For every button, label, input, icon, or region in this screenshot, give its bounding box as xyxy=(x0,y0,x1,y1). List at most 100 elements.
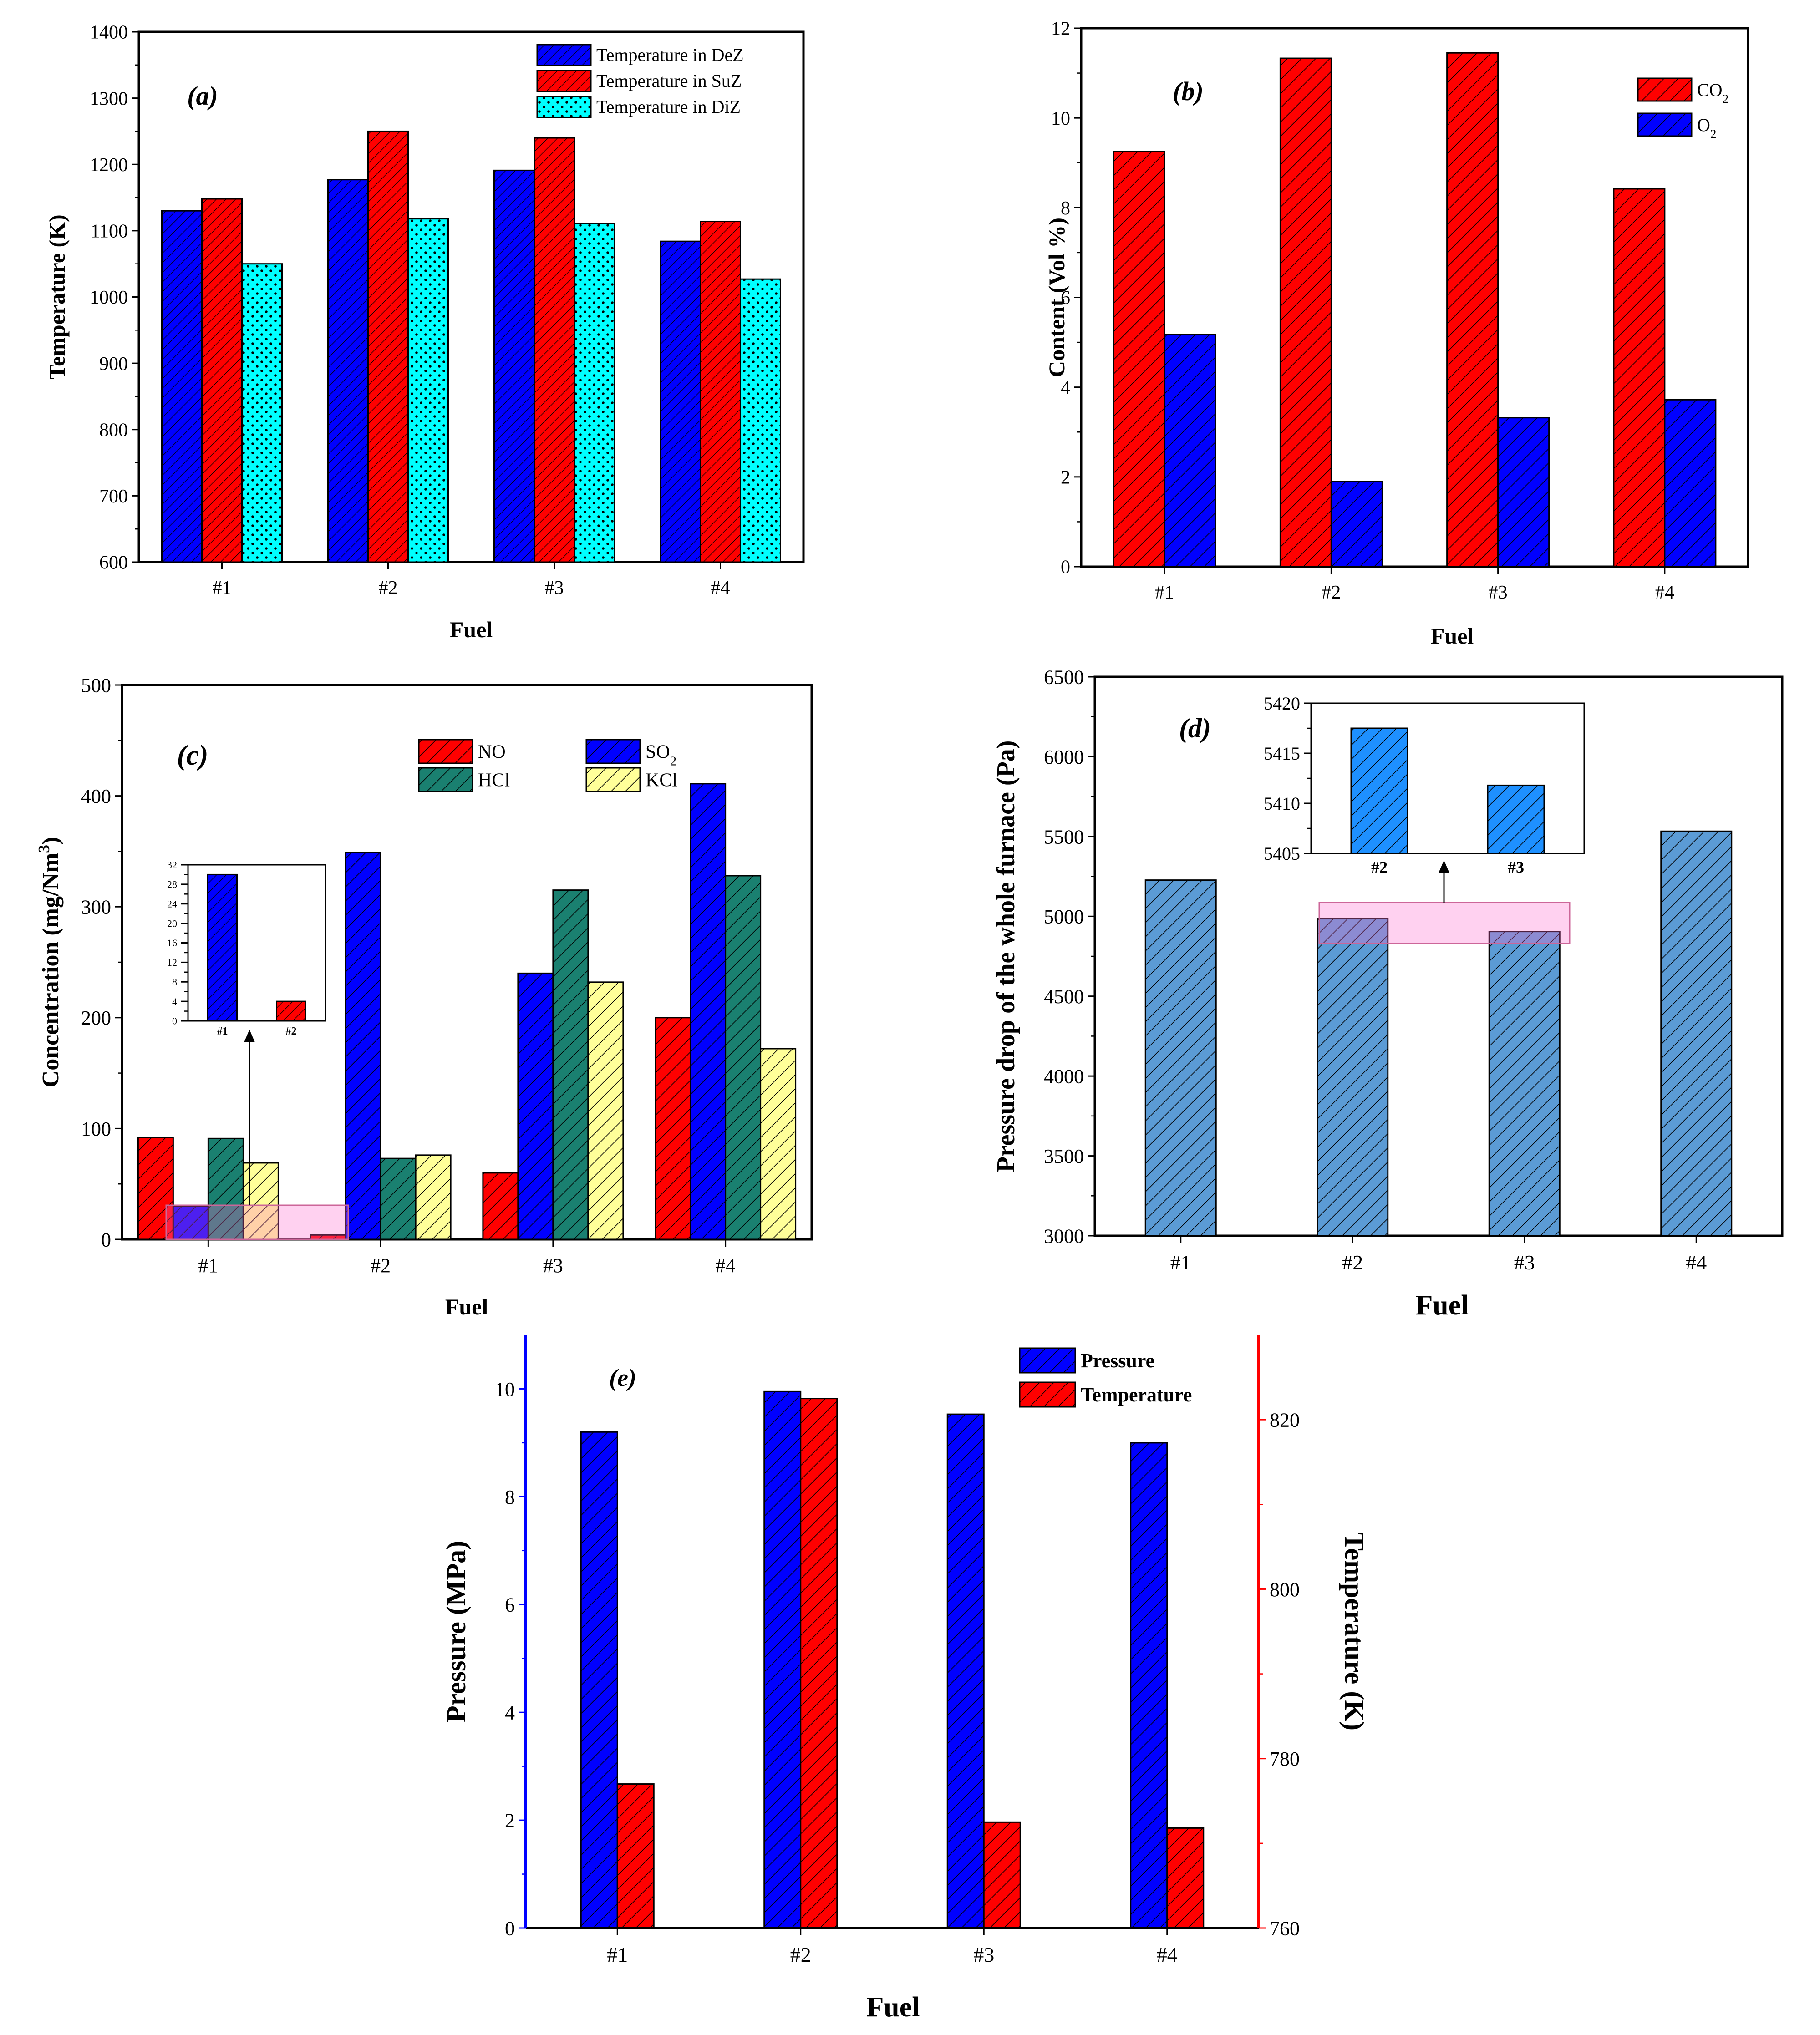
panel-a-bar-s2-c3 xyxy=(740,278,781,563)
panel-c-bar-s0-c0 xyxy=(137,1137,174,1240)
panel-a-xlabel: Fuel xyxy=(450,617,493,642)
panel-a-ytick-label-7: 1300 xyxy=(90,88,128,109)
panel-a-legend-label-2: Temperature in DiZ xyxy=(596,96,741,117)
panel-a-bar-s2-c1-hatch xyxy=(407,218,449,563)
panel-b-ytick-label-4: 8 xyxy=(1061,198,1070,219)
panel-b-legend-label-1: O2 xyxy=(1697,115,1716,141)
panel-a-bar-s0-c1-hatch xyxy=(327,179,369,563)
panel-c-bar-s3-c2-hatch xyxy=(587,981,624,1240)
panel-e-right-ytick-label-1: 780 xyxy=(1270,1748,1300,1770)
panel-d-bar-s0-c3-hatch xyxy=(1660,830,1733,1237)
panel-e-legend: Pressure Temperature xyxy=(1019,1347,1192,1408)
panel-b-ytick-label-3: 6 xyxy=(1061,288,1070,309)
panel-a-legend-swatch-0 xyxy=(536,44,592,66)
panel-d-xtick-label-1: #2 xyxy=(1342,1251,1363,1274)
panel-d-xlabel: Fuel xyxy=(1415,1290,1469,1321)
panel-c-inset-bar-1-hatch xyxy=(276,1000,306,1022)
panel-e-bar-s1-c2-hatch xyxy=(983,1821,1021,1929)
panel-b-ylabel: Content (Vol %) xyxy=(1044,218,1069,377)
panel-c-bar-s1-c2-hatch xyxy=(517,972,554,1240)
panel-a-bar-s1-c1-hatch xyxy=(367,130,409,563)
panel-d-inset-ytick-label-0: 5405 xyxy=(1264,843,1300,864)
panel-e-bar-s1-c3 xyxy=(1166,1827,1205,1929)
panel-e-ylabel-left: Pressure (MPa) xyxy=(441,1541,471,1722)
panel-a-ylabel: Temperature (K) xyxy=(44,214,70,379)
panel-c-ytick-label-0: 0 xyxy=(101,1228,111,1251)
panel-c-bar-s3-c3-hatch xyxy=(760,1048,797,1240)
panel-a-ytick-label-5: 1100 xyxy=(91,221,128,242)
panel-c-bar-s0-c2 xyxy=(482,1172,519,1240)
panel-d-highlight-box xyxy=(1318,902,1571,944)
panel-a-legend-swatch-2 xyxy=(536,96,592,118)
panel-a-bar-s1-c3 xyxy=(700,220,741,563)
panel-b-bar-s0-c0-hatch xyxy=(1113,151,1165,568)
panel-a-xtick-label-1: #2 xyxy=(379,578,398,599)
panel-d-xtick-label-2: #3 xyxy=(1514,1251,1535,1274)
panel-c-bar-s0-c3 xyxy=(655,1017,691,1240)
panel-e-ylabel-right: Temperature (K) xyxy=(1339,1533,1369,1731)
panel-a-bar-s0-c2 xyxy=(493,169,535,563)
panel-e-bar-s1-c0-hatch xyxy=(616,1783,655,1929)
panel-a-bar-s2-c2-hatch xyxy=(574,223,615,563)
panel-c-ytick-label-2: 200 xyxy=(81,1007,111,1029)
panel-d-ytick-label-6: 6000 xyxy=(1044,746,1084,768)
panel-e-left-ytick-label-3: 6 xyxy=(505,1594,515,1616)
panel-a-legend-label-0: Temperature in DeZ xyxy=(596,45,744,65)
panel-a-ytick-label-1: 700 xyxy=(99,486,128,507)
panel-d-ytick-label-5: 5500 xyxy=(1044,826,1084,848)
panel-c-ytick-label-5: 500 xyxy=(81,674,111,696)
panel-a-bar-s0-c3-hatch xyxy=(660,240,701,563)
panel-e-bar-s0-c3 xyxy=(1130,1442,1168,1929)
panel-e-bar-s1-c0 xyxy=(616,1783,655,1929)
panel-e-legend-swatch-0 xyxy=(1019,1347,1076,1374)
panel-b-ytick-label-2: 4 xyxy=(1061,377,1070,398)
panel-a-xtick-label-3: #4 xyxy=(711,578,730,599)
panel-a-legend: Temperature in DeZ Temperature in SuZ Temp… xyxy=(536,44,744,118)
panel-a: 600 700 800 900 1000 1100 1200 1300 1400 #1 #2 #3 #4… xyxy=(44,22,805,642)
panel-b-legend-swatch-0-hatch xyxy=(1637,77,1693,102)
panel-a-bar-s1-c0 xyxy=(201,198,243,563)
panel-a-bar-s0-c3 xyxy=(660,240,701,563)
panel-a-bar-s2-c2 xyxy=(574,223,615,563)
panel-b-bar-s0-c1-hatch xyxy=(1279,57,1332,568)
panel-c-legend-label-0: NO xyxy=(478,742,506,763)
panel-a-bar-s1-c3-hatch xyxy=(700,220,741,563)
panel-d-ytick-label-4: 5000 xyxy=(1044,906,1084,928)
panel-a-ytick-label-2: 800 xyxy=(99,420,128,441)
panel-c-xlabel: Fuel xyxy=(445,1294,488,1319)
panel-d-bar-s0-c3 xyxy=(1660,830,1733,1237)
panel-a-panel-label: (a) xyxy=(187,81,218,111)
panel-c-legend-swatch-3-hatch xyxy=(585,767,641,792)
panel-c-bar-s3-c3 xyxy=(760,1048,797,1240)
panel-c-inset-bar-1 xyxy=(276,1000,306,1022)
panel-e-bar-s0-c1-hatch xyxy=(763,1390,802,1929)
panel-a-legend-swatch-2-hatch xyxy=(536,96,592,118)
panel-e-bar-s0-c0 xyxy=(580,1431,618,1929)
panel-c-bar-s0-c0-hatch xyxy=(137,1137,174,1240)
panel-a-bar-s0-c2-hatch xyxy=(493,169,535,563)
panel-b-xtick-label-0: #1 xyxy=(1155,582,1174,603)
panel-b-ytick-label-6: 12 xyxy=(1051,19,1070,40)
panel-e-xtick-label-3: #4 xyxy=(1157,1943,1178,1966)
panel-a-legend-swatch-1 xyxy=(536,70,592,92)
panel-e-bar-s0-c1 xyxy=(763,1390,802,1929)
panel-c-bar-s2-c2-hatch xyxy=(552,889,589,1240)
panel-c-legend-label-2: HCl xyxy=(478,770,510,791)
panel-c-legend-swatch-1-hatch xyxy=(585,739,641,764)
panel-d-bar-s0-c1-hatch xyxy=(1317,918,1389,1237)
panel-d-ytick-label-3: 4500 xyxy=(1044,985,1084,1008)
panel-c-bar-s3-c1-hatch xyxy=(415,1154,452,1240)
panel-c-ytick-label-4: 400 xyxy=(81,785,111,807)
panel-c-legend-swatch-2-hatch xyxy=(418,767,473,792)
panel-a-bar-s0-c1 xyxy=(327,179,369,563)
panel-e-bar-s0-c3-hatch xyxy=(1130,1442,1168,1929)
panel-a-ytick-label-0: 600 xyxy=(99,553,128,573)
panel-a-ytick-label-8: 1400 xyxy=(90,22,128,43)
panel-d: 3000 3500 4000 4500 5000 5500 6000 6500 #1 #2 #3 #4… xyxy=(992,666,1784,1321)
panel-e-left-ytick-label-1: 2 xyxy=(505,1809,515,1832)
panel-d-ylabel: Pressure drop of the whole furnace (Pa) xyxy=(992,741,1020,1172)
panel-a-xtick-label-2: #3 xyxy=(545,578,564,599)
panel-c-legend-swatch-2 xyxy=(418,767,473,792)
panel-d-inset-xtick-label-0: #2 xyxy=(1371,858,1388,876)
